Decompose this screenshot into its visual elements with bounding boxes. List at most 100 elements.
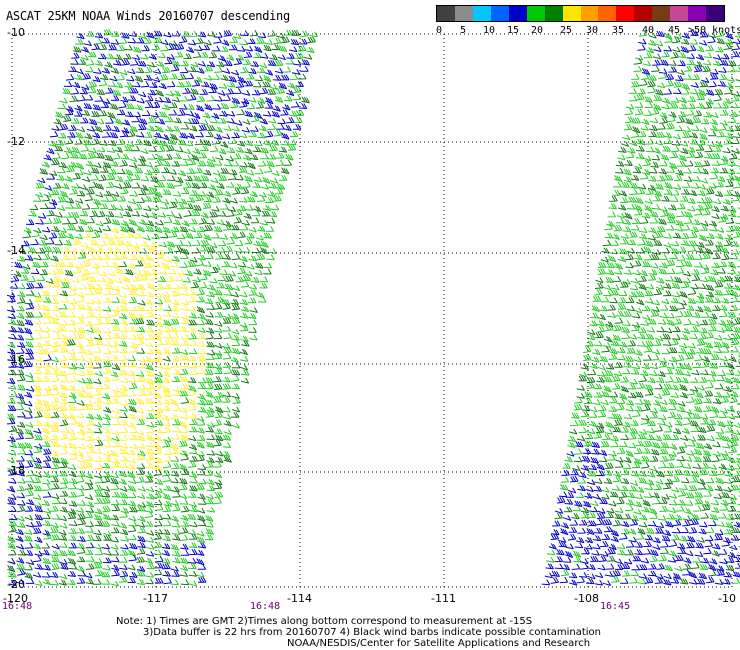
wind-barb — [254, 45, 263, 53]
wind-barb — [120, 543, 129, 550]
wind-barb — [112, 458, 121, 465]
wind-barb — [110, 477, 119, 485]
wind-barb — [173, 117, 182, 124]
wind-barb — [680, 377, 689, 384]
wind-barb — [708, 182, 717, 189]
wind-barb — [274, 68, 284, 74]
wind-barb — [654, 189, 663, 197]
wind-barb — [662, 145, 671, 152]
wind-barb — [679, 342, 688, 349]
wind-barb — [67, 311, 76, 318]
wind-barb — [734, 175, 740, 182]
wind-barb — [143, 37, 152, 45]
wind-barb — [631, 218, 641, 224]
wind-barb — [68, 508, 77, 515]
wind-barb — [546, 556, 555, 563]
wind-barb — [630, 368, 640, 375]
wind-barb — [137, 485, 146, 492]
wind-barb — [59, 498, 68, 504]
wind-barb — [84, 349, 94, 356]
wind-barb — [59, 123, 69, 131]
wind-barb — [60, 563, 69, 570]
legend-swatch-5 — [526, 6, 545, 21]
wind-barb — [222, 317, 232, 324]
wind-barb — [604, 369, 614, 376]
wind-barb — [51, 556, 60, 563]
wind-barb — [239, 312, 249, 319]
wind-barb — [637, 527, 646, 535]
wind-barb — [726, 225, 735, 232]
wind-barb — [93, 422, 102, 428]
wind-barb — [214, 189, 224, 196]
wind-barb — [214, 126, 223, 133]
wind-barb — [196, 296, 205, 303]
wind-barb — [48, 170, 58, 176]
wind-barb — [51, 388, 60, 396]
wind-barb — [230, 356, 239, 364]
wind-barb — [699, 563, 709, 570]
wind-barb — [34, 462, 43, 469]
wind-barb — [605, 269, 615, 276]
wind-barb — [160, 232, 169, 239]
wind-barb — [33, 457, 42, 464]
wind-barb — [110, 483, 120, 490]
wind-barb — [616, 497, 625, 505]
wind-barb — [649, 124, 658, 131]
wind-barb — [631, 322, 641, 328]
wind-barb — [653, 95, 663, 101]
wind-barb — [78, 284, 87, 290]
wind-barb — [133, 232, 143, 239]
wind-barb — [150, 175, 159, 183]
wind-barb — [34, 362, 43, 369]
wind-barb — [728, 355, 737, 363]
wind-barb — [98, 53, 107, 60]
wind-barb — [94, 520, 104, 527]
wind-barb — [41, 549, 50, 556]
wind-barb — [187, 327, 197, 333]
wind-barb — [267, 30, 276, 37]
wind-barb — [734, 81, 740, 87]
wind-barb — [112, 218, 121, 226]
wind-barb — [144, 557, 154, 565]
wind-barb — [179, 95, 189, 102]
wind-barb — [163, 485, 172, 492]
wind-barb — [171, 486, 180, 493]
wind-barb — [25, 348, 34, 355]
wind-barb — [547, 549, 556, 556]
wind-barb — [227, 81, 236, 88]
wind-barb — [24, 400, 33, 407]
wind-barb — [690, 226, 700, 233]
wind-barb — [668, 66, 678, 73]
wind-barb — [82, 176, 91, 183]
wind-barb — [239, 291, 248, 298]
wind-barb — [596, 320, 605, 327]
wind-barb — [612, 475, 622, 483]
wind-barb — [623, 456, 632, 464]
wind-barb — [188, 443, 198, 451]
wind-barb — [171, 290, 181, 297]
wind-barb — [49, 130, 59, 138]
wind-barb — [592, 535, 602, 542]
wind-barb — [152, 76, 161, 83]
wind-barb — [134, 75, 144, 83]
wind-barb — [110, 580, 120, 587]
wind-barb — [93, 313, 103, 319]
wind-barb — [26, 559, 35, 566]
wind-barb — [203, 261, 212, 267]
wind-barb — [727, 268, 736, 274]
wind-barb — [677, 160, 686, 167]
wind-barb — [642, 212, 651, 219]
wind-barb — [620, 469, 630, 476]
wind-barb — [188, 369, 198, 376]
wind-barb — [146, 421, 155, 428]
wind-barb — [144, 461, 154, 468]
wind-barb — [101, 37, 111, 44]
wind-barb — [708, 563, 717, 571]
wind-barb — [119, 448, 129, 455]
wind-barb — [183, 80, 192, 87]
wind-barb — [118, 37, 128, 44]
wind-barb — [681, 224, 691, 231]
wind-barb — [153, 533, 162, 540]
wind-barb — [28, 210, 37, 217]
wind-barb — [669, 356, 678, 363]
